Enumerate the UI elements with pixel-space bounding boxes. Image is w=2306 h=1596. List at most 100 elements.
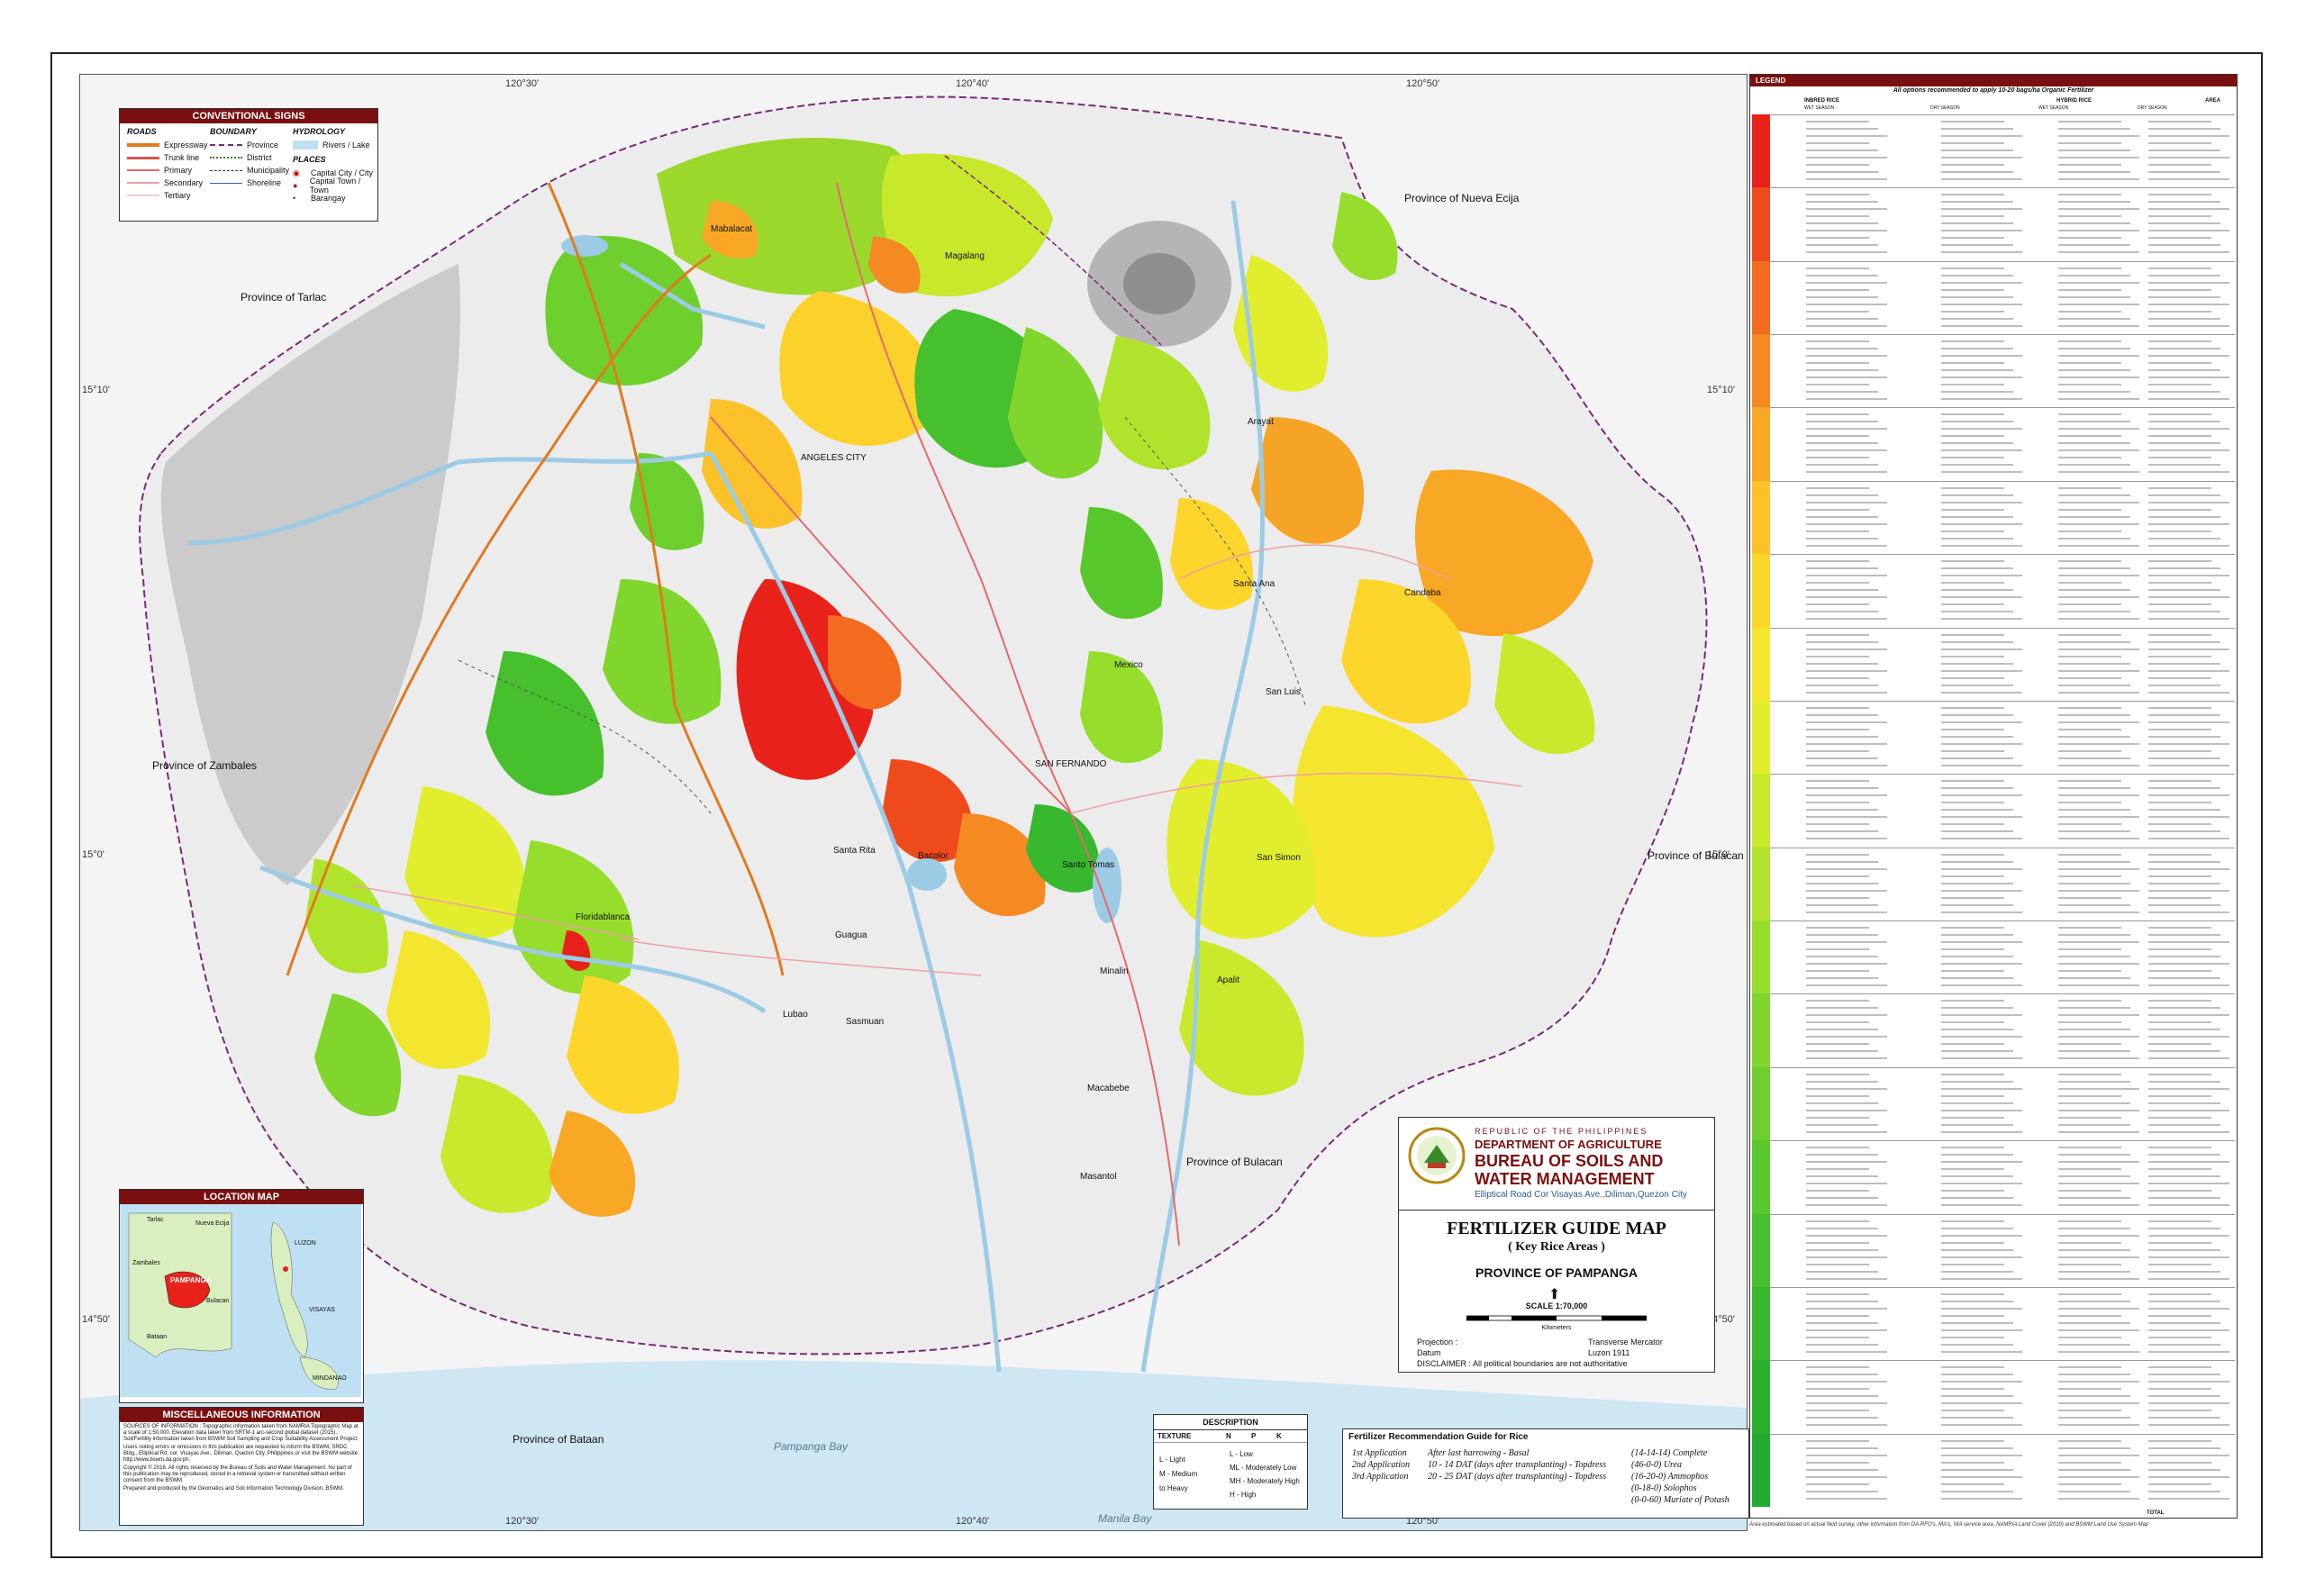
legend-text-line <box>2058 1197 2130 1200</box>
legend-text-line <box>2058 875 2121 877</box>
legend-text-line <box>2148 1043 2211 1046</box>
scale-label: SCALE 1:70,000 <box>1525 1301 1588 1310</box>
legend-text-line <box>1806 1454 1887 1456</box>
legend-text-line <box>1806 984 1887 987</box>
legend-text-line <box>2148 1021 2211 1024</box>
legend-text-line <box>2058 1116 2121 1119</box>
legend-text-line <box>1806 237 1869 240</box>
legend-text-line <box>2148 706 2211 709</box>
misc-paragraph: Prepared and produced by the Geomatics a… <box>123 1486 344 1492</box>
legend-text-line <box>2058 1395 2130 1398</box>
grat-left-3: 14°50' <box>82 1314 110 1325</box>
legend-text-line <box>1941 1109 2022 1111</box>
legend-text-line <box>2148 1248 2220 1251</box>
legend-text-line <box>1941 728 2004 730</box>
legend-text-line <box>2148 237 2211 240</box>
legend-text-line <box>1941 669 2022 672</box>
legend-text-line <box>2148 1321 2220 1324</box>
legend-text-line <box>1941 589 2013 592</box>
legend-text-line <box>1941 530 2004 532</box>
legend-text-line <box>1806 1029 1878 1031</box>
legend-text-line <box>1806 838 1887 840</box>
legend-text-line <box>1941 442 2013 445</box>
legend-text-line <box>1806 251 1887 254</box>
legend-text-line <box>1941 1343 2013 1346</box>
legend-text-line <box>2058 1336 2121 1338</box>
legend-text-line <box>2148 150 2220 151</box>
legend-text-line <box>1806 853 1869 856</box>
legend-text-line <box>1941 934 2013 937</box>
legend-text-line <box>2148 178 2229 180</box>
legend-text-line <box>1806 464 1878 467</box>
legend-text-line <box>2148 567 2220 570</box>
department-label: DEPARTMENT OF AGRICULTURE <box>1475 1138 1662 1151</box>
legend-text-line <box>1941 1366 2004 1369</box>
description-panel: DESCRIPTION TEXTURE N P K L - Light M - … <box>1153 1414 1308 1510</box>
legend-color-swatch <box>1752 1360 1770 1434</box>
legend-text-line <box>2058 178 2139 180</box>
legend-group-inbred: INBRED RICE <box>1804 98 1840 104</box>
legend-text-line <box>2058 1204 2139 1207</box>
legend-text-line <box>2058 560 2121 563</box>
legend-text-line <box>1806 1468 1878 1471</box>
legend-text-line <box>2058 244 2130 247</box>
legend-text-line <box>1806 544 1887 547</box>
legend-text-line <box>1941 721 2022 723</box>
legend-text-line <box>1806 889 1887 892</box>
legend-season: WET SEASON <box>1804 105 1835 111</box>
legend-text-line <box>2148 310 2211 313</box>
legend-text-line <box>1941 369 2013 372</box>
legend-text-line <box>1941 860 2013 863</box>
legend-text-line <box>2058 237 2121 240</box>
legend-text-line <box>2148 135 2229 137</box>
legend-text-line <box>2148 537 2220 540</box>
conventional-signs-panel: CONVENTIONAL SIGNS ROADS Expressway Trun… <box>119 108 378 222</box>
legend-text-line <box>2058 662 2130 665</box>
legend-text-line <box>2148 1328 2229 1331</box>
legend-text-line <box>2148 1123 2220 1126</box>
legend-text-line <box>1941 508 2004 511</box>
legend-text-line <box>2148 1175 2220 1178</box>
legend-text-line <box>2058 1227 2130 1229</box>
legend-text-line <box>2148 589 2220 592</box>
legend-text-line <box>1941 927 2004 929</box>
legend-text-line <box>1941 121 2004 122</box>
north-arrow-icon: ⬆ <box>1548 1287 1561 1302</box>
legend-text-line <box>1941 567 2013 570</box>
legend-text-line <box>2148 142 2211 144</box>
legend-text-line <box>2058 515 2130 518</box>
legend-text-line <box>1806 1197 1878 1200</box>
legend-text-line <box>2058 1270 2130 1273</box>
legend-text-line <box>2148 1336 2211 1338</box>
legend-text-line <box>2148 1388 2211 1391</box>
legend-text-line <box>2058 809 2130 812</box>
legend-text-line <box>2058 575 2139 577</box>
legend-text-line <box>2148 927 2211 929</box>
legend-table[interactable]: LEGEND All options recommended to apply … <box>1749 74 2238 1519</box>
legend-text-line <box>1806 1073 1869 1075</box>
legend-text-line <box>2148 244 2220 247</box>
legend-text-line <box>2148 1395 2220 1398</box>
legend-text-line <box>2058 764 2139 766</box>
label-bulacan-south: Province of Bulacan <box>1186 1156 1283 1168</box>
legend-text-line <box>1941 648 2022 650</box>
legend-text-line <box>1941 1475 2022 1478</box>
legend-text-line <box>1806 471 1887 474</box>
legend-text-line <box>1806 618 1887 621</box>
hydrology-column: HYDROLOGY Rivers / Lake PLACES ◉ Capital … <box>293 127 377 204</box>
legend-text-line <box>2058 128 2130 130</box>
level-mod-high: MH - Moderately High <box>1230 1477 1300 1485</box>
legend-row <box>1770 407 2235 481</box>
legend-text-line <box>2058 948 2121 951</box>
legend-text-line <box>2058 222 2130 225</box>
legend-text-line <box>1941 464 2013 467</box>
legend-text-line <box>2058 655 2121 657</box>
legend-text-line <box>2058 749 2121 752</box>
legend-text-line <box>1806 662 1878 665</box>
legend-text-line <box>1941 787 2013 790</box>
town-label: SAN FERNANDO <box>1035 759 1107 769</box>
grat-left-1: 15°10' <box>82 385 110 395</box>
legend-text-line <box>1806 1314 1869 1317</box>
legend-season: DRY SEASON <box>2138 105 2167 111</box>
legend-row <box>1770 480 2235 555</box>
